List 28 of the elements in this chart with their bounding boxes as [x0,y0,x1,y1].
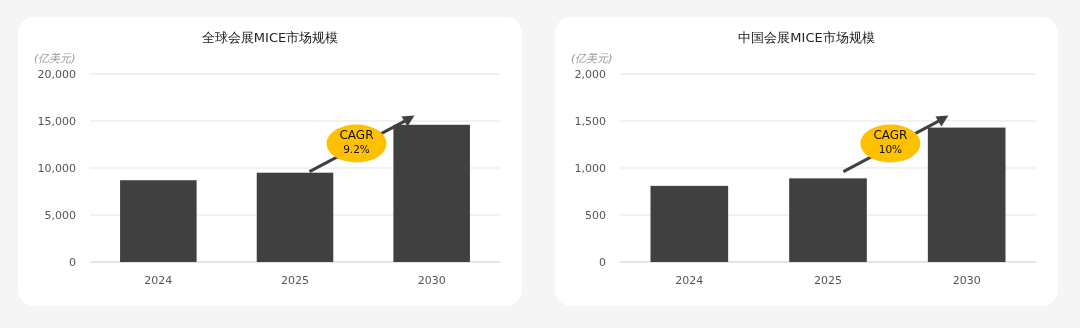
x-tick-label: 2024 [144,274,173,287]
annotation: CAGR [339,127,374,142]
y-axis-title: (亿美元) [571,52,613,65]
bar [789,178,867,262]
bar [120,180,197,262]
y-tick-label: 20,000 [37,68,76,81]
chart-title: 全球会展MICE市场规模 [201,30,339,45]
y-tick-label: 15,000 [37,115,76,128]
annotation: 9.2% [343,142,370,155]
bar [650,185,729,262]
y-tick-label: 500 [585,209,606,222]
y-axis-title: (亿美元) [34,52,76,65]
x-tick-label: 2024 [675,274,704,287]
y-tick-label: 1,000 [574,162,606,175]
x-tick-label: 2025 [814,274,842,287]
x-tick-label: 2030 [417,274,446,287]
annotation: CAGR [873,127,908,142]
y-tick-label: 2,000 [574,68,606,81]
y-tick-label: 5,000 [44,209,76,222]
y-tick-label: 1,500 [574,115,606,128]
y-tick-label: 10,000 [37,162,76,175]
y-tick-label: 0 [69,256,76,269]
x-tick-label: 2030 [952,274,981,287]
y-tick-label: 0 [599,256,606,269]
x-tick-label: 2025 [281,274,309,287]
bar [256,172,334,262]
annotation: 10% [878,142,903,155]
chart-title: 中国会展MICE市场规模 [738,30,875,45]
